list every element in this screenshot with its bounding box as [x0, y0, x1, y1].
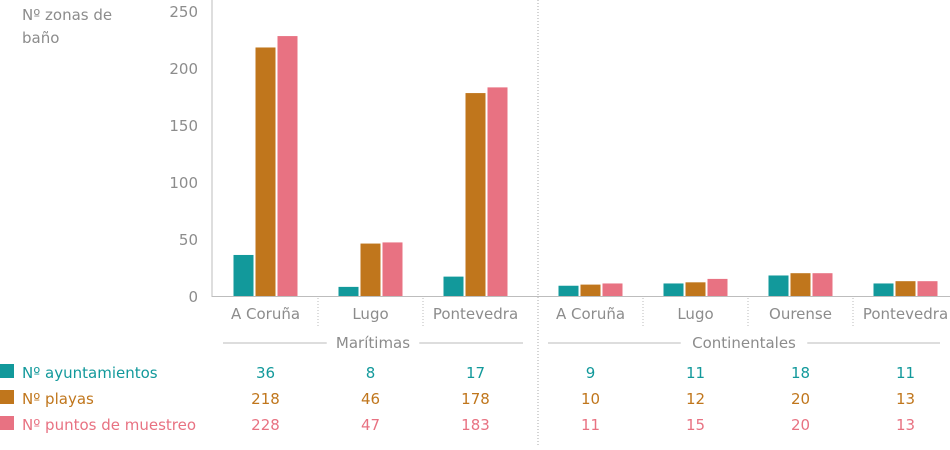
bar-2 — [917, 281, 938, 296]
x-tick-label: Pontevedra — [863, 305, 948, 323]
data-label: 178 — [461, 390, 490, 408]
bar-2 — [707, 278, 728, 296]
bar-1 — [360, 243, 381, 296]
y-tick-label: 100 — [169, 174, 198, 192]
x-tick-label: Ourense — [769, 305, 832, 323]
legend-swatch — [0, 390, 14, 404]
y-tick-label: 150 — [169, 117, 198, 135]
bar-1 — [255, 47, 276, 297]
bar-1 — [465, 93, 486, 296]
group-label: Continentales — [692, 334, 796, 352]
bar-2 — [382, 242, 403, 296]
data-label: 11 — [896, 364, 915, 382]
y-axis-label: Nº zonas de baño — [22, 6, 113, 47]
x-tick-label: A Coruña — [231, 305, 300, 323]
data-label: 17 — [466, 364, 485, 382]
data-label: 36 — [256, 364, 275, 382]
bar-0 — [663, 283, 684, 296]
legend-swatch — [0, 364, 14, 378]
data-label: 218 — [251, 390, 280, 408]
y-tick-label: 50 — [179, 231, 198, 249]
legend-label: Nº puntos de muestreo — [22, 416, 196, 434]
bar-1 — [790, 273, 811, 296]
group-label: Marítimas — [336, 334, 410, 352]
x-tick-label: Pontevedra — [433, 305, 518, 323]
data-label: 20 — [791, 416, 810, 434]
bar-0 — [338, 286, 359, 296]
bar-2 — [277, 36, 298, 297]
bar-0 — [233, 254, 254, 296]
bar-1 — [685, 282, 706, 296]
data-label: 13 — [896, 390, 915, 408]
bar-0 — [558, 285, 579, 296]
data-label: 183 — [461, 416, 490, 434]
data-label: 228 — [251, 416, 280, 434]
data-label: 47 — [361, 416, 380, 434]
data-label: 18 — [791, 364, 810, 382]
bar-2 — [487, 87, 508, 296]
bar-0 — [873, 283, 894, 296]
bar-2 — [602, 283, 623, 296]
data-label: 9 — [586, 364, 596, 382]
bar-1 — [895, 281, 916, 296]
bar-2 — [812, 273, 833, 296]
y-tick-label: 200 — [169, 60, 198, 78]
legend-swatch — [0, 416, 14, 430]
data-label: 11 — [581, 416, 600, 434]
data-label: 46 — [361, 390, 380, 408]
legend-label: Nº playas — [22, 390, 94, 408]
x-tick-label: Lugo — [677, 305, 713, 323]
data-label: 12 — [686, 390, 705, 408]
data-label: 13 — [896, 416, 915, 434]
legend-label: Nº ayuntamientos — [22, 364, 158, 382]
bar-1 — [580, 284, 601, 296]
data-label: 10 — [581, 390, 600, 408]
y-tick-label: 0 — [188, 288, 198, 306]
bar-0 — [443, 276, 464, 296]
data-label: 11 — [686, 364, 705, 382]
data-label: 15 — [686, 416, 705, 434]
y-tick-label: 250 — [169, 3, 198, 21]
x-tick-label: Lugo — [352, 305, 388, 323]
data-label: 20 — [791, 390, 810, 408]
bar-0 — [768, 275, 789, 296]
data-label: 8 — [366, 364, 376, 382]
x-tick-label: A Coruña — [556, 305, 625, 323]
